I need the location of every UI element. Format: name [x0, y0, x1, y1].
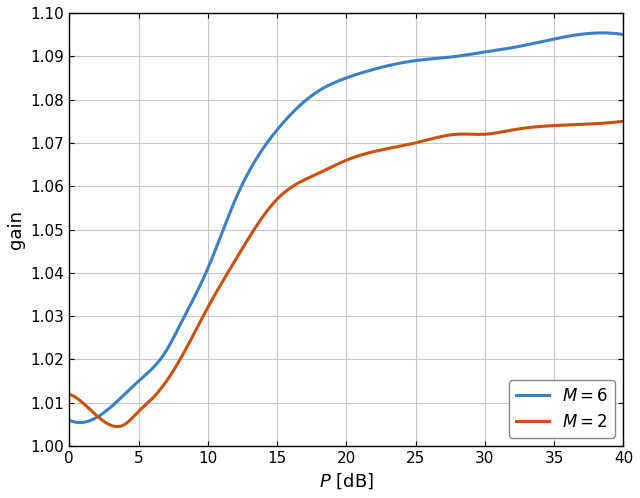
Line: $M = 6$: $M = 6$: [69, 33, 623, 423]
$M = 6$: [134, 379, 141, 385]
$M = 2$: [620, 118, 627, 124]
Line: $M = 2$: $M = 2$: [69, 121, 623, 427]
$M = 2$: [114, 424, 122, 430]
$M = 6$: [467, 51, 474, 57]
Legend: $M = 6$, $M = 2$: $M = 6$, $M = 2$: [509, 380, 615, 438]
$M = 2$: [65, 391, 73, 397]
$M = 2$: [286, 185, 294, 191]
$M = 2$: [134, 410, 141, 416]
$M = 6$: [415, 57, 423, 63]
$M = 6$: [470, 51, 477, 57]
$M = 2$: [247, 231, 255, 237]
$M = 6$: [620, 31, 627, 37]
$M = 2$: [467, 131, 474, 137]
X-axis label: $P$ [dB]: $P$ [dB]: [319, 472, 374, 491]
$M = 6$: [247, 164, 255, 170]
$M = 6$: [599, 30, 607, 36]
$M = 2$: [470, 131, 477, 137]
Y-axis label: gain: gain: [7, 210, 25, 249]
$M = 6$: [65, 417, 73, 423]
$M = 6$: [286, 112, 294, 118]
$M = 2$: [415, 139, 423, 145]
$M = 6$: [77, 420, 84, 426]
